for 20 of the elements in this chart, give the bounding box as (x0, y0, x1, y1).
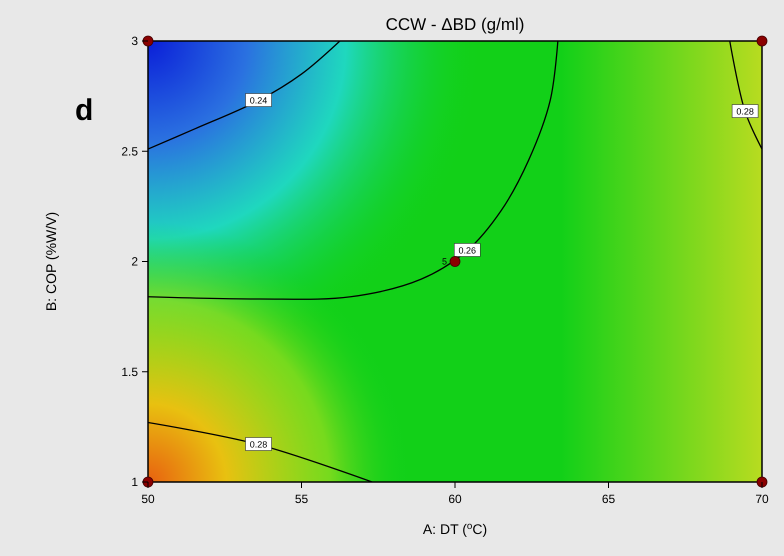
annotation: 5 (442, 256, 447, 266)
y-tick-label: 2.5 (121, 144, 138, 158)
point (142, 476, 154, 488)
y-tick-label: 1.5 (121, 364, 138, 379)
x-tick-label: 55 (294, 492, 308, 506)
text: d (75, 94, 94, 127)
point (756, 36, 768, 46)
point (142, 36, 154, 46)
x-tick-label: 60 (448, 492, 462, 506)
x-tick-label: 50 (141, 492, 155, 506)
x-tick-label: 65 (602, 492, 616, 506)
point (756, 476, 768, 488)
y-tick-label: 2 (131, 254, 138, 268)
x-axis-title: A: DT ($^{o}$C) (422, 520, 488, 537)
y-axis-title: B: COP (%W/V) (43, 212, 59, 312)
point (450, 256, 460, 267)
y-tick-label: 3 (131, 34, 138, 48)
chart-title: CCW - ΔBD (g/ml) (386, 15, 524, 34)
y-tick-label: 1 (131, 475, 138, 489)
x-tick-label: 70 (755, 492, 769, 506)
